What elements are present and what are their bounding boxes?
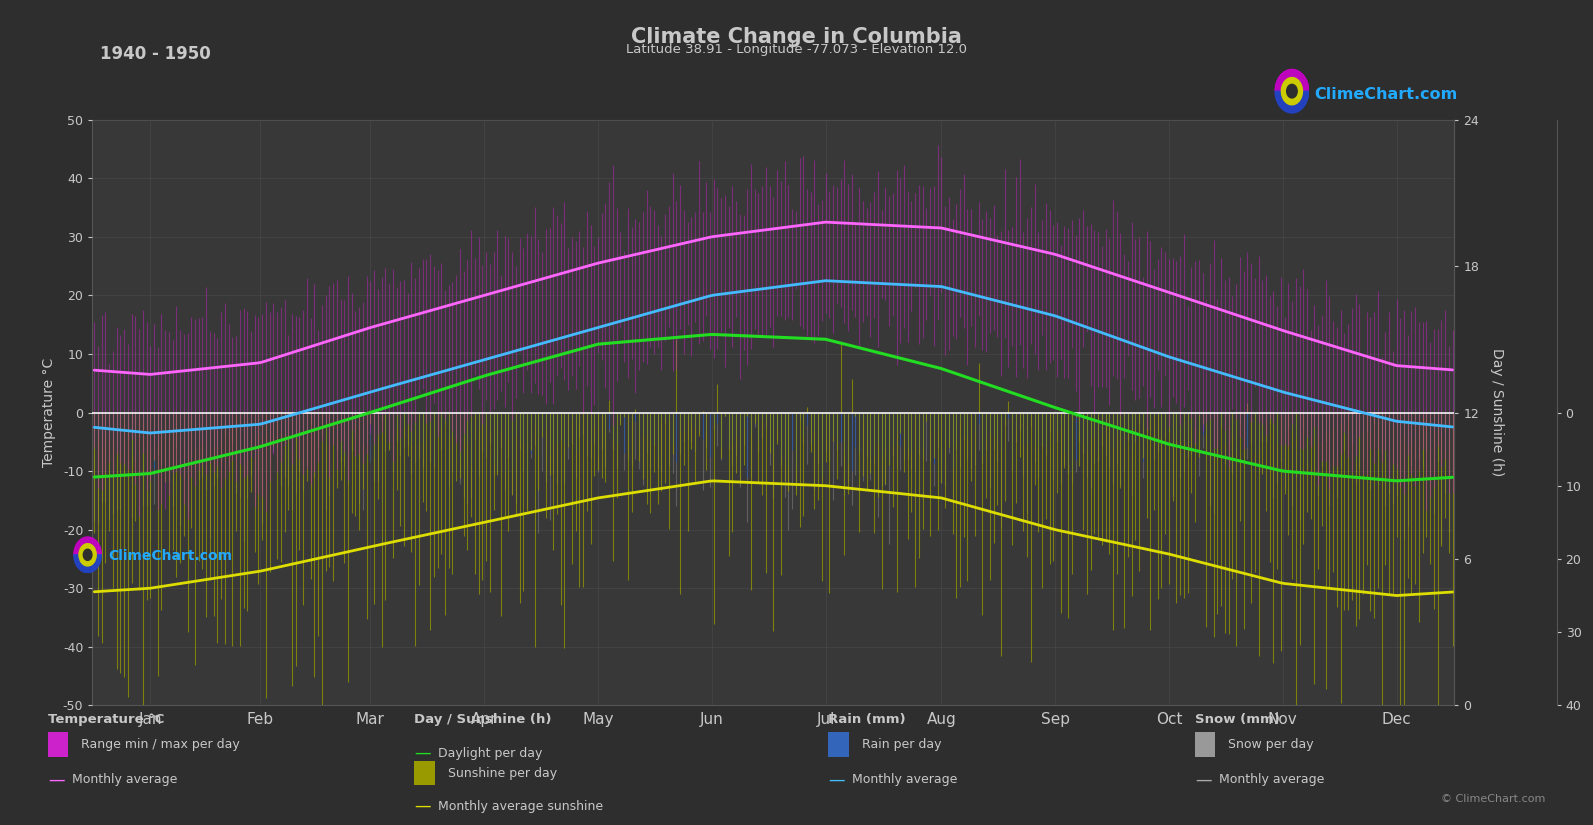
Text: —: — [828, 771, 844, 789]
Text: © ClimeChart.com: © ClimeChart.com [1440, 794, 1545, 804]
Circle shape [1287, 84, 1297, 98]
Wedge shape [73, 554, 102, 573]
Wedge shape [1274, 69, 1309, 92]
Text: —: — [48, 771, 64, 789]
Text: Monthly average: Monthly average [1219, 773, 1324, 786]
Wedge shape [1274, 92, 1309, 113]
Text: —: — [1195, 771, 1211, 789]
Text: —: — [414, 744, 430, 762]
Y-axis label: Day / Sunshine (h): Day / Sunshine (h) [1491, 348, 1504, 477]
Text: ClimeChart.com: ClimeChart.com [108, 549, 233, 563]
Text: 1940 - 1950: 1940 - 1950 [100, 45, 212, 64]
Text: Sunshine per day: Sunshine per day [448, 766, 558, 780]
Text: Daylight per day: Daylight per day [438, 747, 543, 760]
Circle shape [83, 549, 92, 560]
Text: Monthly average: Monthly average [72, 773, 177, 786]
Text: Monthly average: Monthly average [852, 773, 957, 786]
Text: Range min / max per day: Range min / max per day [81, 738, 241, 751]
Text: Snow per day: Snow per day [1228, 738, 1314, 751]
Text: —: — [414, 797, 430, 815]
Text: Snow (mm): Snow (mm) [1195, 713, 1279, 726]
Text: Rain per day: Rain per day [862, 738, 941, 751]
Text: Latitude 38.91 - Longitude -77.073 - Elevation 12.0: Latitude 38.91 - Longitude -77.073 - Ele… [626, 43, 967, 56]
Text: Day / Sunshine (h): Day / Sunshine (h) [414, 713, 551, 726]
Text: ClimeChart.com: ClimeChart.com [1314, 87, 1458, 101]
Text: Temperature °C: Temperature °C [48, 713, 164, 726]
Circle shape [80, 544, 96, 566]
Wedge shape [73, 537, 102, 554]
Text: Rain (mm): Rain (mm) [828, 713, 906, 726]
Y-axis label: Temperature °C: Temperature °C [41, 358, 56, 467]
Text: Climate Change in Columbia: Climate Change in Columbia [631, 27, 962, 47]
Circle shape [1281, 78, 1303, 105]
Text: Monthly average sunshine: Monthly average sunshine [438, 799, 604, 813]
